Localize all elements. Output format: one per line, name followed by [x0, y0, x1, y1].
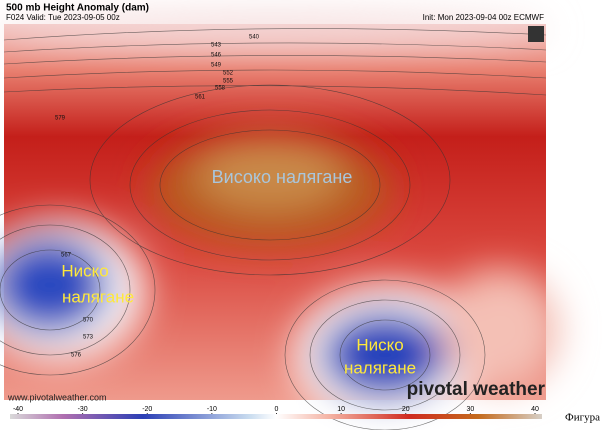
watermark-url: www.pivotalweather.com [7, 392, 107, 402]
low-label: Ниско [356, 335, 403, 354]
title: 500 mb Height Anomaly (dam) [6, 3, 149, 14]
contour-label: 540 [249, 35, 260, 41]
contour-label: 546 [211, 53, 222, 59]
colorbar-tick-label: 30 [466, 406, 474, 413]
map [0, 14, 560, 431]
valid: F024 Valid: Tue 2023-09-05 00z [6, 13, 120, 22]
colorbar-tick-label: -20 [142, 406, 152, 413]
high-label: Високо налягане [212, 167, 353, 187]
colorbar-tick-label: 10 [337, 406, 345, 413]
colorbar-tick-label: 40 [531, 406, 539, 413]
watermark-brand: pivotal weather [407, 379, 546, 400]
colorbar-tick-label: -40 [13, 406, 23, 413]
colorbar-tick-label: 0 [275, 406, 279, 413]
colorbar-tick-label: 20 [402, 406, 410, 413]
low-label: налягане [344, 358, 416, 377]
contour-label: 555 [223, 79, 234, 85]
colorbar-tick-label: -30 [78, 406, 88, 413]
contour-label: 567 [61, 253, 72, 259]
contour-label: 549 [211, 63, 222, 69]
low-label: Ниско [61, 261, 108, 280]
contour-label: 561 [195, 95, 206, 101]
contour-label: 570 [83, 318, 94, 324]
contour-label: 579 [55, 116, 66, 122]
caption: Фигура [565, 412, 600, 424]
contour-label: 552 [223, 71, 234, 77]
contour-label: 543 [211, 43, 222, 49]
contour-label: 576 [71, 353, 82, 359]
colorbar-tick-label: -10 [207, 406, 217, 413]
low-label: налягане [62, 287, 134, 306]
init: Init: Mon 2023-09-04 00z ECMWF [423, 13, 544, 22]
contour-label: 558 [215, 86, 226, 92]
colorbar [10, 414, 542, 419]
contour-label: 573 [83, 335, 94, 341]
